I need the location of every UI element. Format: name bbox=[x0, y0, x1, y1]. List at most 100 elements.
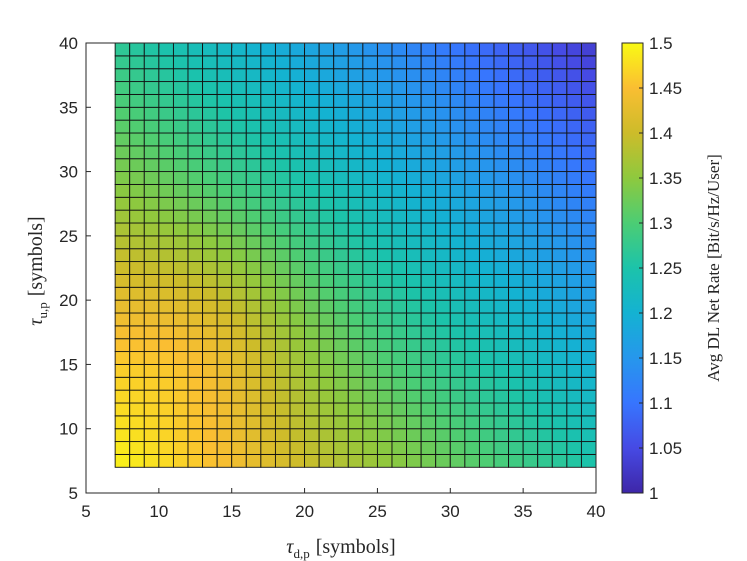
heatmap-cell bbox=[566, 55, 582, 70]
heatmap-cell bbox=[566, 171, 582, 185]
heatmap-cell bbox=[493, 68, 510, 83]
heatmap-cell bbox=[158, 376, 174, 391]
heatmap-cell bbox=[347, 338, 364, 353]
heatmap-cell bbox=[129, 325, 145, 340]
x-axis-ticks: 5 10 15 20 25 30 35 40 bbox=[81, 43, 605, 521]
heatmap-cell bbox=[391, 171, 408, 185]
heatmap-cell bbox=[274, 209, 291, 224]
heatmap-cell bbox=[231, 299, 247, 314]
heatmap-cell bbox=[566, 68, 582, 83]
heatmap-cell bbox=[420, 68, 437, 83]
heatmap-cell bbox=[406, 351, 422, 365]
heatmap-cell bbox=[551, 68, 568, 83]
heatmap-cell bbox=[478, 183, 495, 198]
heatmap-cell bbox=[318, 402, 335, 417]
heatmap-cell bbox=[333, 389, 349, 404]
heatmap-cell bbox=[420, 93, 437, 108]
heatmap-cell bbox=[143, 222, 160, 237]
heatmap-cell bbox=[551, 222, 568, 237]
heatmap-cell bbox=[333, 68, 349, 83]
heatmap-cell bbox=[274, 158, 291, 173]
heatmap-cell bbox=[508, 235, 524, 250]
heatmap-cell bbox=[420, 389, 437, 404]
heatmap-cell bbox=[522, 106, 539, 121]
heatmap-cell bbox=[143, 273, 160, 288]
heatmap-cell bbox=[260, 273, 276, 288]
heatmap-cell bbox=[114, 273, 131, 288]
heatmap-cell bbox=[202, 351, 218, 365]
heatmap-cell bbox=[318, 376, 335, 391]
heatmap-cell bbox=[304, 42, 320, 57]
heatmap-cell bbox=[508, 55, 524, 70]
heatmap-cell bbox=[551, 376, 568, 391]
colorbar-tick-label: 1.2 bbox=[649, 304, 673, 323]
heatmap-cell bbox=[187, 209, 204, 224]
heatmap-cell bbox=[333, 81, 349, 95]
heatmap-cell bbox=[274, 81, 291, 95]
heatmap-cell bbox=[231, 106, 247, 121]
heatmap-cell bbox=[580, 338, 597, 353]
heatmap-cell bbox=[449, 196, 466, 211]
heatmap-cell bbox=[580, 441, 597, 455]
heatmap-cell bbox=[216, 81, 233, 95]
heatmap-cell bbox=[333, 273, 349, 288]
heatmap-cell bbox=[187, 119, 204, 134]
heatmap-cell bbox=[464, 222, 480, 237]
heatmap-cell bbox=[143, 196, 160, 211]
heatmap-cell bbox=[406, 158, 422, 173]
heatmap-cell bbox=[391, 273, 408, 288]
heatmap-cell bbox=[304, 145, 320, 160]
heatmap-cell bbox=[158, 68, 174, 83]
heatmap-cell bbox=[347, 441, 364, 455]
heatmap-cell bbox=[172, 196, 189, 211]
heatmap-cell bbox=[362, 183, 378, 198]
heatmap-cell bbox=[187, 171, 204, 185]
heatmap-cell bbox=[551, 363, 568, 378]
heatmap-cell bbox=[231, 145, 247, 160]
heatmap-cell bbox=[376, 93, 393, 108]
heatmap-cell bbox=[420, 55, 437, 70]
heatmap-cell bbox=[216, 402, 233, 417]
heatmap-cell bbox=[318, 453, 335, 468]
heatmap-cell bbox=[435, 93, 451, 108]
heatmap-cell bbox=[172, 441, 189, 455]
heatmap-cell bbox=[318, 235, 335, 250]
colorbar-tick-label: 1.3 bbox=[649, 214, 673, 233]
heatmap-cell bbox=[478, 209, 495, 224]
heatmap-cell bbox=[274, 132, 291, 147]
heatmap-cell bbox=[508, 325, 524, 340]
heatmap-cell bbox=[566, 42, 582, 57]
heatmap-cell bbox=[522, 171, 539, 185]
heatmap-cell bbox=[260, 81, 276, 95]
heatmap-cell bbox=[202, 402, 218, 417]
heatmap-cell bbox=[420, 363, 437, 378]
heatmap-cell bbox=[143, 415, 160, 430]
heatmap-cell bbox=[202, 286, 218, 301]
heatmap-cell bbox=[129, 453, 145, 468]
heatmap-cell bbox=[274, 119, 291, 134]
heatmap-cell bbox=[464, 119, 480, 134]
heatmap-cell bbox=[129, 222, 145, 237]
heatmap-cell bbox=[478, 196, 495, 211]
heatmap-cell bbox=[449, 441, 466, 455]
heatmap-cell bbox=[274, 235, 291, 250]
heatmap-cell bbox=[187, 158, 204, 173]
heatmap-cell bbox=[449, 453, 466, 468]
heatmap-cell bbox=[172, 209, 189, 224]
heatmap-cell bbox=[289, 119, 306, 134]
heatmap-cell bbox=[508, 441, 524, 455]
heatmap-cell bbox=[522, 376, 539, 391]
heatmap-cell bbox=[114, 299, 131, 314]
heatmap-cell bbox=[391, 183, 408, 198]
heatmap-cell bbox=[216, 363, 233, 378]
heatmap-cell bbox=[245, 235, 262, 250]
heatmap-cell bbox=[158, 209, 174, 224]
heatmap-cell bbox=[551, 261, 568, 275]
heatmap-cell bbox=[376, 286, 393, 301]
heatmap-cell bbox=[158, 132, 174, 147]
heatmap-cell bbox=[129, 158, 145, 173]
heatmap-cell bbox=[274, 196, 291, 211]
heatmap-cell bbox=[391, 312, 408, 327]
heatmap-cell bbox=[391, 145, 408, 160]
heatmap-cell bbox=[202, 441, 218, 455]
